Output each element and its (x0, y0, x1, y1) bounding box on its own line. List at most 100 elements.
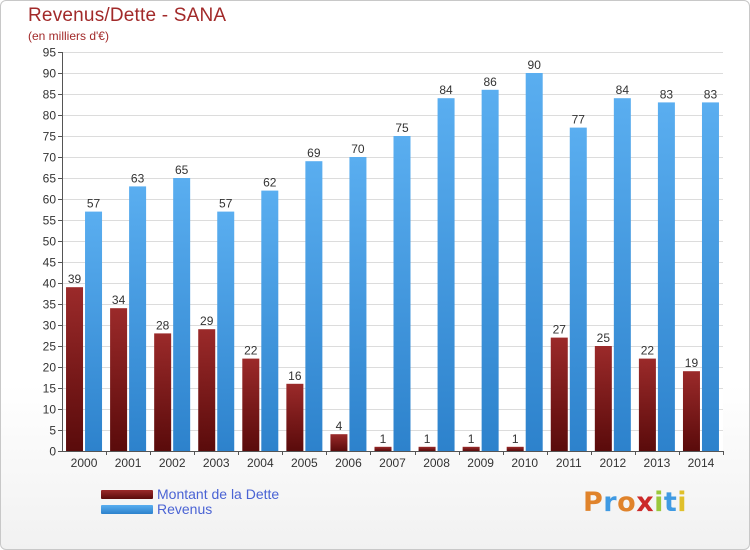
y-tick-label: 55 (43, 214, 57, 228)
y-tick-label: 60 (43, 193, 57, 207)
revenue-value-label: 84 (439, 83, 453, 97)
debt-bar (418, 446, 436, 451)
revenue-value-label: 86 (483, 75, 497, 89)
debt-value-label: 22 (244, 344, 258, 358)
revenue-bar (525, 73, 543, 451)
y-tick-label: 5 (49, 424, 56, 438)
x-tick-label: 2006 (335, 456, 362, 470)
y-tick-label: 25 (43, 340, 57, 354)
debt-bar (682, 371, 700, 451)
x-tick-label: 2002 (159, 456, 186, 470)
x-tick-label: 2003 (203, 456, 230, 470)
revenue-value-label: 77 (572, 113, 586, 127)
debt-value-label: 1 (468, 432, 475, 446)
revenue-value-label: 62 (263, 176, 277, 190)
x-tick-label: 2011 (556, 456, 582, 470)
y-tick-label: 15 (43, 382, 57, 396)
y-tick-label: 10 (43, 403, 57, 417)
revenue-bar (657, 102, 675, 452)
debt-value-label: 29 (200, 314, 214, 328)
debt-value-label: 16 (288, 369, 302, 383)
y-tick-label: 20 (43, 361, 57, 375)
debt-value-label: 25 (597, 331, 611, 345)
x-tick-label: 2004 (247, 456, 274, 470)
revenue-value-label: 65 (175, 163, 189, 177)
revenue-value-label: 70 (351, 142, 365, 156)
legend-swatch-revenue (101, 505, 153, 514)
revenue-value-label: 57 (219, 197, 233, 211)
revenue-bar (305, 161, 323, 451)
logo-letter: t (663, 487, 678, 518)
x-tick-label: 2001 (115, 456, 142, 470)
x-tick-label: 2014 (688, 456, 715, 470)
debt-bar (506, 446, 524, 451)
y-tick-label: 80 (43, 109, 57, 123)
revenue-value-label: 75 (395, 121, 409, 135)
plot-area (62, 52, 723, 451)
revenue-bar (129, 186, 147, 451)
logo-letter: i (677, 487, 688, 518)
debt-bar (462, 446, 480, 451)
legend-label-debt: Montant de la Dette (157, 486, 280, 502)
logo-letter: P (583, 487, 604, 518)
revenue-bar (701, 102, 719, 452)
revenue-value-label: 83 (704, 87, 718, 101)
x-tick-label: 2000 (71, 456, 98, 470)
debt-value-label: 34 (112, 293, 126, 307)
debt-bar (242, 358, 260, 451)
debt-bar (330, 434, 348, 451)
debt-value-label: 39 (68, 272, 82, 286)
y-tick-label: 70 (43, 151, 57, 165)
x-tick-label: 2008 (423, 456, 450, 470)
y-tick-label: 90 (43, 67, 57, 81)
debt-bar (110, 308, 128, 451)
debt-bar (66, 287, 84, 451)
x-tick-label: 2009 (467, 456, 494, 470)
revenue-bar (569, 127, 587, 451)
y-tick-label: 40 (43, 277, 57, 291)
revenue-bar (613, 98, 631, 451)
revenue-bar (481, 89, 499, 452)
debt-value-label: 1 (512, 432, 519, 446)
chart-title: Revenus/Dette - SANA (28, 5, 227, 26)
y-tick-label: 65 (43, 172, 57, 186)
y-tick-label: 95 (43, 46, 57, 60)
debt-value-label: 19 (685, 356, 699, 370)
y-tick-label: 85 (43, 88, 57, 102)
y-tick-label: 35 (43, 298, 57, 312)
debt-value-label: 1 (424, 432, 431, 446)
revenue-value-label: 63 (131, 171, 145, 185)
logo-letter: x (636, 487, 655, 518)
x-tick-label: 2012 (599, 456, 626, 470)
y-tick-label: 0 (49, 445, 56, 459)
y-tick-label: 75 (43, 130, 57, 144)
chart-subtitle: (en milliers d'€) (28, 29, 109, 43)
debt-value-label: 1 (380, 432, 387, 446)
revenue-bar (437, 98, 455, 451)
revenue-value-label: 83 (660, 87, 674, 101)
x-tick-label: 2010 (511, 456, 538, 470)
y-tick-label: 50 (43, 235, 57, 249)
revenue-bar (173, 178, 191, 451)
debt-bar (638, 358, 656, 451)
x-tick-label: 2013 (644, 456, 671, 470)
x-tick-label: 2007 (379, 456, 406, 470)
revenue-bar (217, 211, 235, 451)
logo-letter: o (617, 487, 637, 518)
revenue-value-label: 57 (87, 197, 101, 211)
revenue-value-label: 84 (616, 83, 630, 97)
y-tick-label: 45 (43, 256, 57, 270)
logo-letter: r (603, 487, 618, 518)
debt-bar (198, 329, 216, 451)
y-tick-label: 30 (43, 319, 57, 333)
logo-letter: i (654, 487, 664, 518)
debt-value-label: 28 (156, 318, 170, 332)
revenue-bar (393, 136, 411, 451)
legend-label-revenue: Revenus (157, 501, 213, 517)
debt-bar (374, 446, 392, 451)
revenue-bar (349, 157, 367, 451)
revenue-bar (85, 211, 103, 451)
debt-value-label: 27 (553, 323, 567, 337)
revenue-value-label: 69 (307, 146, 321, 160)
